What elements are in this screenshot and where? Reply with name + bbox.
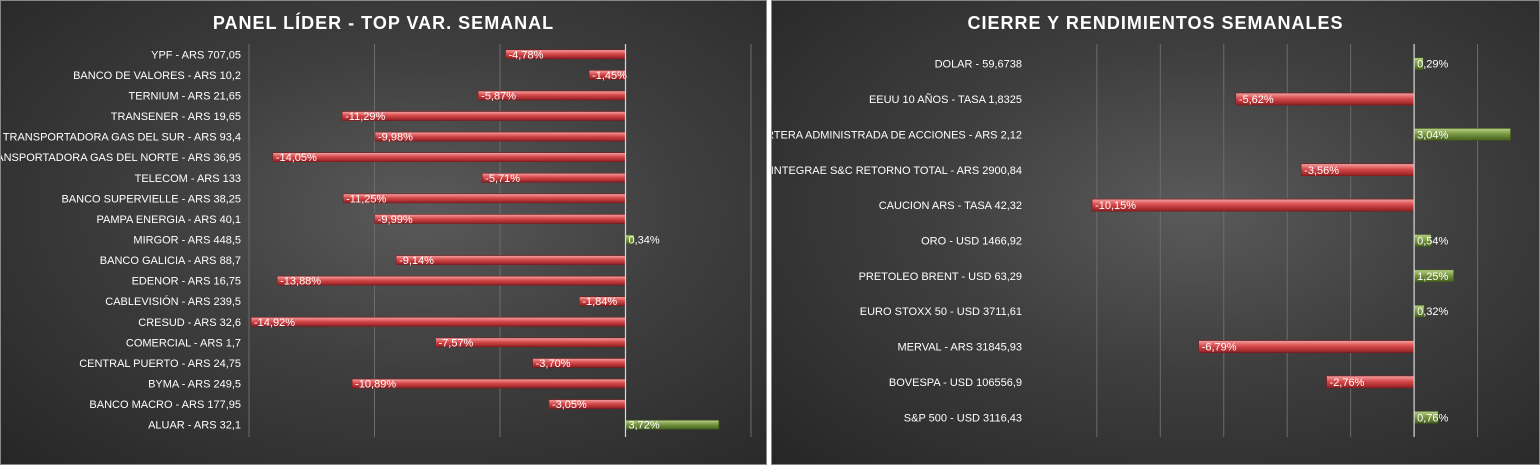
data-label: -1,45% — [592, 70, 627, 82]
category-label: EEUU 10 AÑOS - TASA 1,8325 — [869, 93, 1022, 106]
category-label: TERNIUM - ARS 21,65 — [129, 90, 241, 102]
data-label: -11,29% — [345, 111, 385, 123]
gridlines — [1096, 44, 1479, 437]
category-label: TRANSPORTADORA GAS DEL SUR - ARS 93,4 — [3, 132, 241, 144]
category-label: YPF - ARS 707,05 — [151, 49, 241, 61]
bar-chart-left: YPF - ARS 707,05 BANCO DE VALORES - ARS 1… — [1, 44, 752, 437]
data-labels: 0,29% -5,62% 3,04% -3,56% -10,15% 0,54% 1,25% 0… — [1095, 59, 1448, 425]
data-label: -9,14% — [399, 255, 434, 267]
data-label: -14,05% — [276, 152, 317, 164]
category-label: EDENOR - ARS 16,75 — [132, 276, 241, 288]
category-label: CARTERA ADMINISTRADA DE ACCIONES - ARS 2… — [772, 129, 1022, 141]
data-label: -14,92% — [254, 317, 295, 329]
data-label: -3,70% — [536, 358, 571, 370]
data-label: -9,99% — [378, 214, 413, 226]
category-label: CAUCION ARS - TASA 42,32 — [879, 200, 1022, 212]
data-label: -10,15% — [1095, 200, 1136, 212]
chart-panel-left: PANEL LÍDER - TOP VAR. SEMANAL YPF - ARS… — [0, 0, 767, 465]
category-label: BANCO DE VALORES - ARS 10,2 — [73, 70, 241, 82]
bar — [1091, 198, 1415, 212]
bar-chart-right: DOLAR - 59,6738 EEUU 10 AÑOS - TASA 1,832… — [772, 44, 1511, 437]
category-label: BOVESPA - USD 106556,9 — [889, 377, 1022, 389]
category-label: DOLAR - 59,6738 — [935, 59, 1022, 71]
gridlines — [248, 44, 752, 437]
category-label: PAMPA ENERGIA - ARS 40,1 — [97, 214, 241, 226]
data-label: -7,57% — [438, 337, 473, 349]
data-label: -10,89% — [355, 379, 396, 391]
category-label: ALUAR - ARS 32,1 — [148, 420, 241, 432]
data-label: -2,76% — [1330, 377, 1365, 389]
chart-panel-right: CIERRE Y RENDIMIENTOS SEMANALES DOLAR - … — [771, 0, 1540, 465]
data-label: -5,71% — [485, 173, 520, 185]
data-label: 0,32% — [1417, 306, 1448, 318]
chart-title: CIERRE Y RENDIMIENTOS SEMANALES — [967, 13, 1344, 33]
category-label: TRANSPORTADORA GAS DEL NORTE - ARS 36,95 — [1, 152, 241, 164]
data-label: 1,25% — [1417, 271, 1448, 283]
data-label: 3,04% — [1417, 129, 1448, 141]
chart-title: PANEL LÍDER - TOP VAR. SEMANAL — [212, 13, 555, 33]
category-labels: YPF - ARS 707,05 BANCO DE VALORES - ARS 1… — [1, 49, 241, 431]
data-label: -4,78% — [509, 49, 544, 61]
data-label: -1,84% — [582, 296, 617, 308]
category-label: PRETOLEO BRENT - USD 63,29 — [859, 271, 1022, 283]
category-label: COMERCIAL - ARS 1,7 — [126, 337, 241, 349]
category-label: CENTRAL PUERTO - ARS 24,75 — [79, 358, 241, 370]
bars — [1091, 57, 1511, 424]
data-label: -5,87% — [481, 90, 516, 102]
data-label: 3,72% — [629, 420, 660, 432]
category-label: MERVAL - ARS 31845,93 — [897, 342, 1022, 354]
bar — [250, 317, 626, 327]
category-label: CRESUD - ARS 32,6 — [138, 317, 241, 329]
bar — [276, 275, 626, 286]
data-label: 0,34% — [629, 235, 660, 247]
data-labels: -4,78% -1,45% -5,87% -11,29% -9,98% -14,05% -5… — [254, 49, 660, 431]
bar — [272, 152, 626, 162]
data-label: -9,98% — [378, 132, 413, 144]
category-label: BANCO GALICIA - ARS 88,7 — [100, 255, 241, 267]
category-label: EURO STOXX 50 - USD 3711,61 — [860, 306, 1022, 318]
category-label: INTEGRAE S&C RETORNO TOTAL - ARS 2900,84 — [772, 165, 1022, 177]
category-label: MIRGOR - ARS 448,5 — [133, 235, 241, 247]
category-label: CABLEVISIÓN - ARS 239,5 — [105, 295, 241, 308]
category-label: TRANSENER - ARS 19,65 — [111, 111, 241, 123]
data-label: 0,76% — [1417, 412, 1448, 424]
category-label: BANCO SUPERVIELLE - ARS 38,25 — [61, 193, 241, 205]
category-label: TELECOM - ARS 133 — [135, 173, 241, 185]
data-label: -6,79% — [1202, 342, 1237, 354]
data-label: -11,25% — [346, 193, 386, 205]
bars — [250, 49, 720, 430]
data-label: -13,88% — [280, 276, 321, 288]
category-label: BANCO MACRO - ARS 177,95 — [89, 399, 241, 411]
category-label: BYMA - ARS 249,5 — [148, 379, 241, 391]
data-label: 0,54% — [1417, 236, 1448, 248]
data-label: -3,05% — [552, 399, 587, 411]
category-labels: DOLAR - 59,6738 EEUU 10 AÑOS - TASA 1,832… — [772, 59, 1022, 425]
data-label: -3,56% — [1304, 165, 1339, 177]
data-label: -5,62% — [1239, 94, 1274, 106]
data-label: 0,29% — [1417, 59, 1448, 71]
category-label: S&P 500 - USD 3116,43 — [904, 412, 1022, 424]
category-label: ORO - USD 1466,92 — [921, 236, 1022, 248]
